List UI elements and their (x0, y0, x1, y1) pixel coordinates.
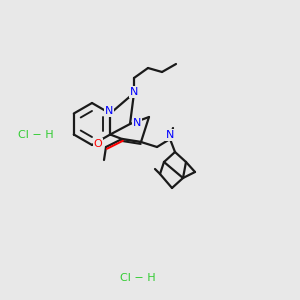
Text: N: N (105, 106, 113, 116)
Text: Cl − H: Cl − H (120, 273, 156, 283)
Text: N: N (133, 118, 141, 128)
Text: N: N (130, 87, 138, 97)
Text: O: O (94, 139, 102, 149)
Text: N: N (166, 130, 174, 140)
Text: Cl − H: Cl − H (18, 130, 54, 140)
